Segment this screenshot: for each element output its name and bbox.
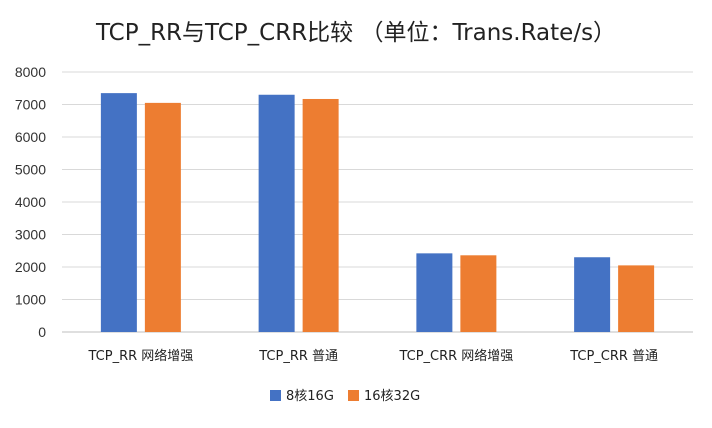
y-tick-labels: 0 1000 2000 3000 4000 5000 6000 7000 8000 (15, 64, 46, 340)
y-tick-label: 3000 (15, 227, 46, 243)
bar-series2-cat2 (302, 98, 339, 332)
y-tick-label: 7000 (15, 97, 46, 113)
bar-series2-cat3 (460, 255, 497, 332)
y-tick-label: 5000 (15, 162, 46, 178)
x-category-labels: TCP_RR 网络增强 TCP_RR 普通 TCP_CRR 网络增强 TCP_CRR … (87, 348, 658, 364)
x-category-label: TCP_RR 普通 (258, 349, 338, 364)
legend-label: 8核16G (286, 389, 334, 404)
legend: 8核16G 16核32G (270, 389, 420, 404)
bar-series1-cat1 (100, 93, 137, 332)
y-tick-label: 4000 (15, 194, 46, 210)
y-tick-label: 2000 (15, 259, 46, 275)
bars (100, 93, 655, 332)
x-category-label: TCP_CRR 普通 (569, 349, 658, 364)
bar-series1-cat2 (258, 94, 295, 332)
y-tick-label: 1000 (15, 292, 46, 308)
bar-series1-cat3 (416, 253, 453, 332)
bar-series2-cat4 (618, 265, 655, 332)
y-tick-label: 6000 (15, 129, 46, 145)
y-tick-label: 0 (38, 324, 46, 340)
y-tick-label: 8000 (15, 64, 46, 80)
legend-label: 16核32G (364, 389, 420, 404)
bar-series2-cat1 (144, 102, 181, 332)
bar-series1-cat4 (574, 257, 611, 332)
x-category-label: TCP_CRR 网络增强 (398, 348, 513, 364)
legend-swatch (348, 390, 359, 401)
legend-swatch (270, 390, 281, 401)
x-category-label: TCP_RR 网络增强 (87, 348, 193, 364)
chart-title: TCP_RR与TCP_CRR比较 （单位：Trans.Rate/s） (95, 20, 616, 46)
